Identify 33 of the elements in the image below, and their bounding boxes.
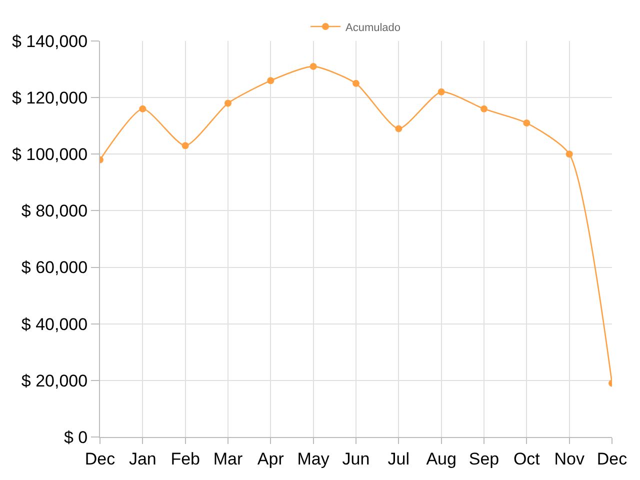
y-tick-label: $ 20,000 — [21, 371, 88, 390]
x-tick-label: Apr — [257, 449, 284, 468]
point — [352, 80, 360, 87]
point — [566, 150, 573, 158]
point — [224, 100, 232, 107]
y-tick-label: $ 140,000 — [12, 32, 88, 51]
y-tick-label: $ 60,000 — [21, 258, 88, 278]
y-tick-label: $ 0 — [64, 428, 88, 447]
point — [480, 105, 488, 112]
y-tick-label: $ 100,000 — [12, 145, 88, 164]
x-tick-label: Jun — [342, 449, 370, 468]
x-tick-label: Sep — [468, 449, 500, 468]
y-tick-label: $ 80,000 — [21, 202, 88, 221]
y-tick-label: $ 40,000 — [21, 314, 88, 334]
point — [267, 77, 274, 84]
x-tick-label: Nov — [554, 449, 585, 468]
x-tick-label: Dec — [596, 449, 628, 468]
x-tick-label: Jan — [128, 449, 156, 468]
x-tick-label: Feb — [170, 449, 200, 468]
x-tick-label: Mar — [213, 449, 243, 468]
point — [310, 62, 317, 70]
x-tick-label: Aug — [426, 449, 456, 468]
legend-label: Acumulado — [346, 22, 401, 34]
point — [395, 125, 402, 132]
y-tick-label: $ 120,000 — [12, 88, 88, 108]
point — [139, 105, 146, 112]
point — [438, 88, 445, 96]
point — [523, 120, 530, 127]
x-tick-label: May — [297, 449, 330, 468]
point — [182, 142, 189, 150]
x-tick-label: Dec — [84, 449, 116, 468]
x-tick-label: Jul — [388, 449, 410, 468]
x-tick-label: Oct — [513, 449, 540, 468]
